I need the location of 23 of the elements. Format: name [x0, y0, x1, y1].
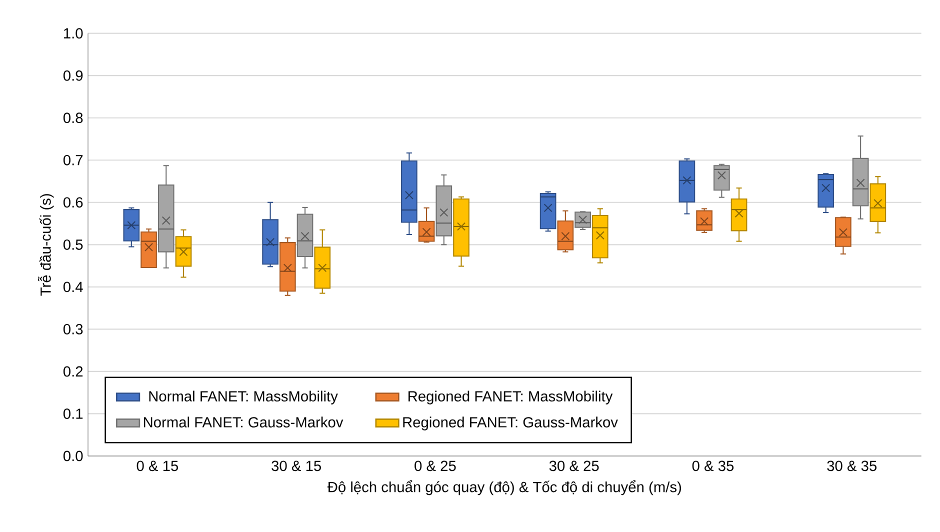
y-tick-label: 0.5: [63, 239, 83, 250]
y-tick-label: 0.9: [63, 70, 83, 81]
legend-label: Regioned FANET: Gauss-Markov: [403, 416, 618, 430]
x-tick-label: 0 & 25: [414, 460, 456, 472]
y-axis-title: Trễ đầu-cuối (s): [38, 194, 54, 296]
y-tick-label: 0.2: [63, 366, 83, 377]
y-tick-label: 0.7: [63, 154, 83, 166]
legend-label: Normal FANET: Gauss-Markov: [144, 416, 344, 428]
y-tick-label: 0.1: [63, 408, 83, 419]
y-tick-label: 0.3: [63, 324, 83, 334]
x-tick-label: 0 & 35: [692, 460, 734, 472]
x-axis-title: Độ lệch chuẩn góc quay (độ) & Tốc độ di chuyển (m/s): [327, 480, 682, 496]
y-tick-label: 0.8: [63, 112, 83, 124]
x-tick-label: 30 & 35: [827, 460, 877, 472]
y-tick-label: 0.6: [63, 197, 83, 208]
legend-label: Regioned FANET: MassMobility: [408, 390, 613, 404]
y-tick-label: 1.0: [64, 28, 83, 39]
y-tick-label: 0.4: [63, 282, 83, 292]
y-tick-label: 0.0: [63, 450, 83, 462]
x-tick-label: 30 & 25: [549, 460, 599, 472]
legend-label: Normal FANET: MassMobility: [149, 390, 338, 404]
x-tick-label: 30 & 15: [272, 460, 321, 472]
x-tick-label: 0 & 15: [136, 460, 178, 472]
